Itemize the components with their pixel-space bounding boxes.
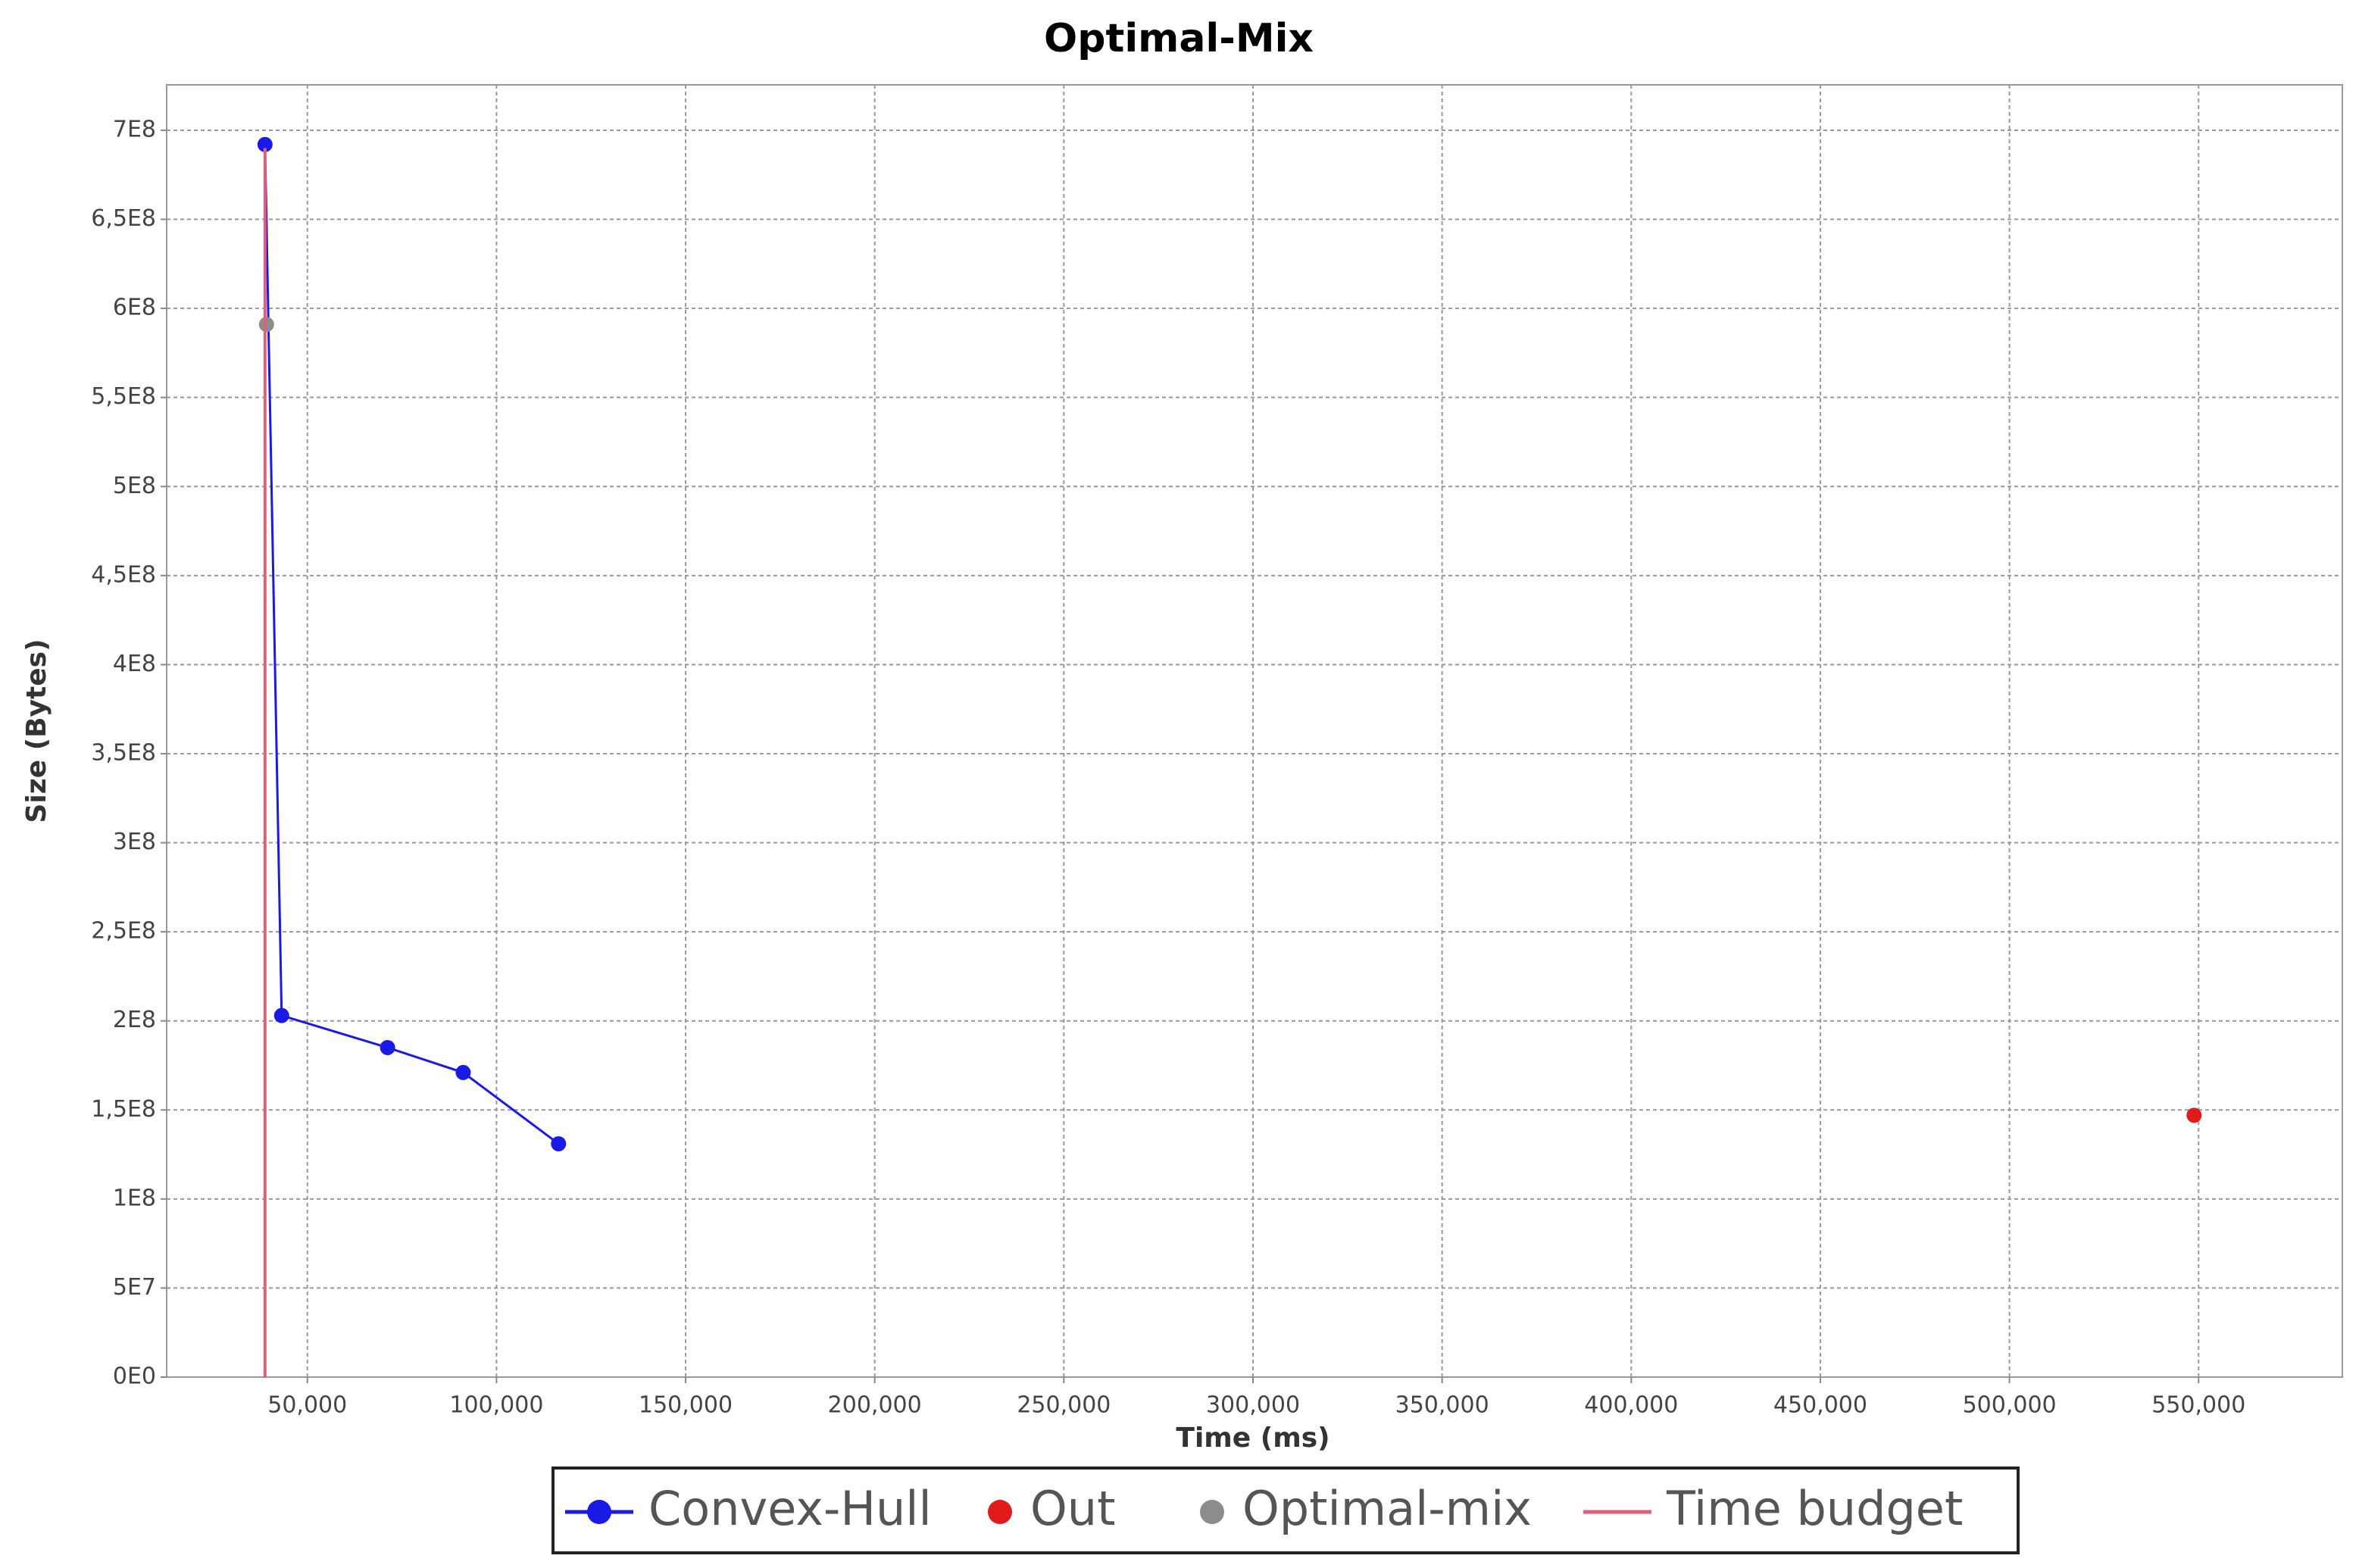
y-tick-label: 7E8 [113,116,156,142]
point [380,1039,395,1055]
y-tick-label: 3,5E8 [91,739,156,766]
y-tick-label: 4,5E8 [91,561,156,588]
x-tick-label: 200,000 [828,1392,922,1419]
point [551,1135,567,1151]
legend-marker [1200,1500,1224,1524]
x-tick-label: 50,000 [267,1392,347,1419]
x-tick-label: 350,000 [1395,1392,1489,1419]
y-tick-label: 2,5E8 [91,918,156,945]
legend [551,1466,2020,1554]
point [257,136,273,152]
x-tick-label: 250,000 [1017,1392,1111,1419]
legend-label: Optimal-mix [1242,1481,1532,1536]
x-tick-label: 450,000 [1773,1392,1867,1419]
x-tick-label: 100,000 [449,1392,543,1419]
y-tick-label: 5E8 [113,473,156,499]
y-tick-label: 5E7 [113,1274,156,1301]
y-tick-label: 4E8 [113,651,156,677]
legend-label: Time budget [1666,1481,1963,1536]
chart-title: Optimal-Mix [1044,16,1314,61]
y-tick-label: 3E8 [113,829,156,855]
legend-label: Convex-Hull [648,1481,932,1536]
x-tick-label: 400,000 [1584,1392,1678,1419]
point [455,1064,471,1080]
y-tick-label: 6E8 [113,295,156,321]
x-tick-label: 500,000 [1963,1392,2057,1419]
y-tick-label: 6,5E8 [91,205,156,232]
y-axis-label: Size (Bytes) [21,639,52,823]
point [273,1007,289,1023]
point [2186,1107,2202,1123]
y-tick-label: 2E8 [113,1007,156,1033]
y-tick-label: 0E0 [113,1363,156,1390]
x-tick-label: 150,000 [639,1392,733,1419]
x-axis-label: Time (ms) [1176,1423,1329,1454]
legend-marker [587,1500,611,1524]
x-tick-label: 300,000 [1206,1392,1300,1419]
plot-area [166,84,2343,1378]
legend-marker [988,1500,1012,1524]
x-tick-label: 550,000 [2151,1392,2245,1419]
y-tick-label: 1,5E8 [91,1096,156,1123]
y-tick-label: 5,5E8 [91,383,156,410]
y-tick-label: 1E8 [113,1185,156,1211]
legend-label: Out [1030,1481,1115,1536]
